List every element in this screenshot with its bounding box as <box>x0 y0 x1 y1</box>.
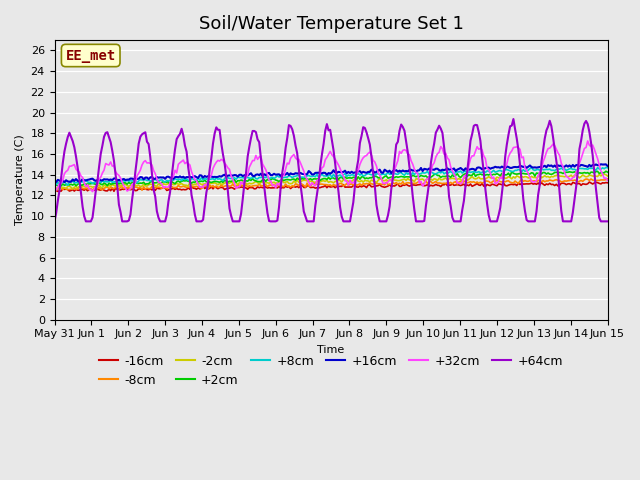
-16cm <box>604 180 611 186</box>
+64cm <box>511 126 519 132</box>
+16cm <box>604 163 611 169</box>
Legend: -16cm, -8cm, -2cm, +2cm, +8cm, +16cm, +32cm, +64cm: -16cm, -8cm, -2cm, +2cm, +8cm, +16cm, +3… <box>94 349 568 392</box>
+32cm <box>89 189 97 194</box>
Title: Soil/Water Temperature Set 1: Soil/Water Temperature Set 1 <box>198 15 463 33</box>
+2cm <box>363 175 371 181</box>
Line: +64cm: +64cm <box>54 119 607 221</box>
+64cm <box>216 127 223 133</box>
+64cm <box>51 218 58 224</box>
-16cm <box>511 181 519 187</box>
-2cm <box>600 171 608 177</box>
+16cm <box>363 170 371 176</box>
Line: -16cm: -16cm <box>54 182 607 192</box>
+2cm <box>58 183 65 189</box>
+8cm <box>175 177 182 182</box>
+8cm <box>64 182 72 188</box>
-8cm <box>175 182 182 188</box>
-2cm <box>59 184 67 190</box>
-16cm <box>363 185 371 191</box>
+64cm <box>58 175 65 181</box>
+16cm <box>504 164 512 170</box>
+64cm <box>361 125 369 131</box>
+8cm <box>363 171 371 177</box>
-16cm <box>504 182 512 188</box>
+16cm <box>58 178 65 184</box>
+32cm <box>604 178 611 183</box>
+8cm <box>602 165 610 170</box>
-8cm <box>58 184 65 190</box>
-8cm <box>138 187 146 193</box>
Line: +16cm: +16cm <box>54 164 607 182</box>
+16cm <box>511 164 519 170</box>
-16cm <box>59 186 67 192</box>
+32cm <box>218 156 225 162</box>
+2cm <box>51 182 58 188</box>
Line: +8cm: +8cm <box>54 168 607 185</box>
+16cm <box>51 178 58 183</box>
-16cm <box>218 184 225 190</box>
Line: +32cm: +32cm <box>54 141 607 192</box>
+16cm <box>175 175 182 180</box>
+32cm <box>58 180 65 186</box>
+8cm <box>218 177 225 182</box>
+8cm <box>604 165 611 171</box>
X-axis label: Time: Time <box>317 345 344 355</box>
+8cm <box>504 167 512 173</box>
-2cm <box>504 174 512 180</box>
+8cm <box>58 180 65 186</box>
+32cm <box>175 161 182 167</box>
-8cm <box>51 185 58 191</box>
+64cm <box>509 116 517 122</box>
Line: -8cm: -8cm <box>54 179 607 190</box>
-2cm <box>363 178 371 184</box>
-8cm <box>363 180 371 186</box>
+2cm <box>504 170 512 176</box>
-8cm <box>218 182 225 188</box>
-16cm <box>51 188 58 193</box>
-2cm <box>218 181 225 187</box>
+2cm <box>175 178 182 184</box>
-16cm <box>586 179 593 185</box>
Text: EE_met: EE_met <box>65 48 116 62</box>
+2cm <box>59 181 67 187</box>
+32cm <box>504 154 512 160</box>
+64cm <box>173 136 180 142</box>
-8cm <box>504 178 512 184</box>
-8cm <box>604 176 611 182</box>
-2cm <box>51 183 58 189</box>
+2cm <box>602 168 610 174</box>
-2cm <box>511 175 519 181</box>
-16cm <box>175 186 182 192</box>
-16cm <box>54 189 61 194</box>
+2cm <box>218 179 225 184</box>
+8cm <box>51 180 58 186</box>
-2cm <box>604 173 611 179</box>
+8cm <box>511 168 519 173</box>
Line: -2cm: -2cm <box>54 174 607 189</box>
-8cm <box>511 178 519 184</box>
-2cm <box>175 181 182 187</box>
+32cm <box>363 153 371 158</box>
+32cm <box>584 138 591 144</box>
+2cm <box>511 171 519 177</box>
+2cm <box>604 169 611 175</box>
+16cm <box>218 174 225 180</box>
+16cm <box>61 179 68 185</box>
Line: +2cm: +2cm <box>54 171 607 186</box>
+64cm <box>503 142 511 147</box>
Y-axis label: Temperature (C): Temperature (C) <box>15 134 25 225</box>
+32cm <box>51 187 58 192</box>
-2cm <box>54 186 61 192</box>
+64cm <box>604 218 611 224</box>
+16cm <box>597 161 605 167</box>
+32cm <box>511 144 519 150</box>
